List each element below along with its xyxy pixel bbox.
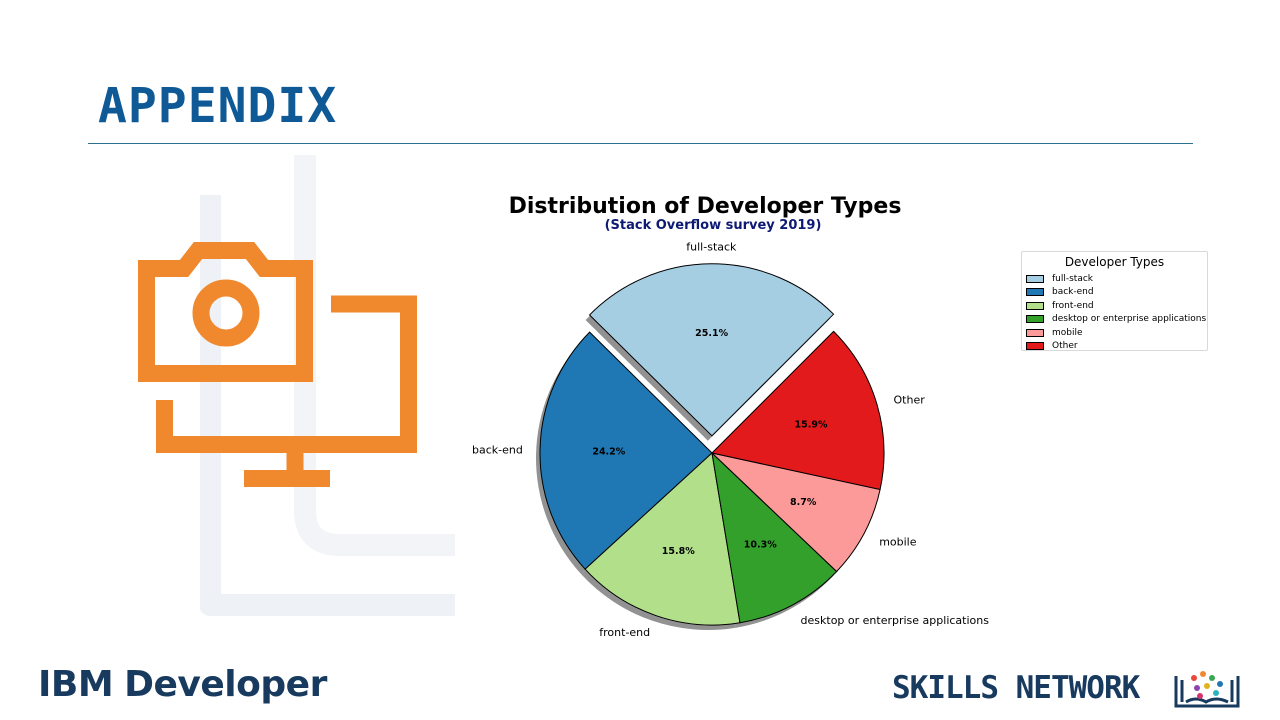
pie-slice-full-stack [588, 263, 835, 437]
pie-slice-layer [539, 263, 885, 626]
legend-items: full-stack back-end front-end desktop or en… [1022, 272, 1207, 353]
pie-percent-label: 15.9% [795, 419, 828, 430]
pie-category-label: front-end [599, 626, 650, 639]
pie-slice-desktop-or-enterprise-applications [711, 451, 838, 624]
pie-slice-back-end [539, 331, 713, 570]
legend-swatch [1026, 328, 1044, 337]
camera-monitor-icon [138, 242, 417, 487]
pie-category-label: desktop or enterprise applications [801, 614, 990, 627]
legend-swatch [1026, 301, 1044, 310]
pie-category-label-layer: full-stack back-end front-end desktop or en… [472, 241, 989, 639]
pie-category-label: back-end [472, 443, 523, 456]
pie-chart: Distribution of Developer Types (Stack O… [472, 194, 989, 639]
legend-label: Other [1052, 341, 1078, 352]
legend-item: full-stack [1022, 272, 1207, 286]
legend-swatch [1026, 274, 1044, 283]
legend-label: mobile [1052, 327, 1083, 338]
skills-network-wordmark: SKILLS NETWORK [892, 670, 1140, 706]
pie-slice-mobile [710, 452, 881, 573]
pie-slice-front-end [584, 452, 741, 626]
pie-percent-layer: 25.1% 24.2% 15.8% 10.3% 8.7% 15.9% [592, 328, 828, 557]
chart-subtitle: (Stack Overflow survey 2019) [605, 218, 822, 233]
ibm-developer-logo: IBM Developer [38, 664, 327, 705]
chart-title: Distribution of Developer Types [509, 194, 902, 219]
pie-percent-label: 24.2% [592, 447, 625, 458]
legend-swatch [1026, 288, 1044, 297]
developer-brand: Developer [124, 664, 327, 705]
legend-swatch [1026, 315, 1044, 324]
pie-category-label: full-stack [686, 241, 737, 254]
legend-label: desktop or enterprise applications [1052, 314, 1207, 325]
pie-percent-label: 10.3% [744, 540, 777, 551]
pie-slice-other [710, 330, 885, 491]
legend-label: back-end [1052, 287, 1094, 298]
skills-network-logo-icon [1174, 671, 1240, 708]
legend-swatch [1026, 342, 1044, 351]
pie-percent-label: 15.8% [662, 546, 695, 557]
legend-item: Other [1022, 340, 1207, 354]
slide-title: APPENDIX [98, 78, 338, 134]
pie-percent-label: 25.1% [695, 328, 728, 339]
pie-category-label: mobile [879, 536, 917, 549]
legend-title: Developer Types [1064, 255, 1165, 269]
legend-label: full-stack [1052, 273, 1094, 284]
legend-label: front-end [1052, 300, 1094, 311]
legend-item: mobile [1022, 326, 1207, 340]
ibm-brand: IBM [38, 664, 114, 705]
legend-item: desktop or enterprise applications [1022, 313, 1207, 327]
title-divider [88, 143, 1193, 144]
legend-item: front-end [1022, 299, 1207, 313]
legend-item: back-end [1022, 286, 1207, 300]
pie-percent-label: 8.7% [790, 497, 817, 508]
pie-category-label: Other [894, 394, 926, 407]
chart-legend: Developer Types full-stack back-end front-… [1021, 251, 1208, 351]
